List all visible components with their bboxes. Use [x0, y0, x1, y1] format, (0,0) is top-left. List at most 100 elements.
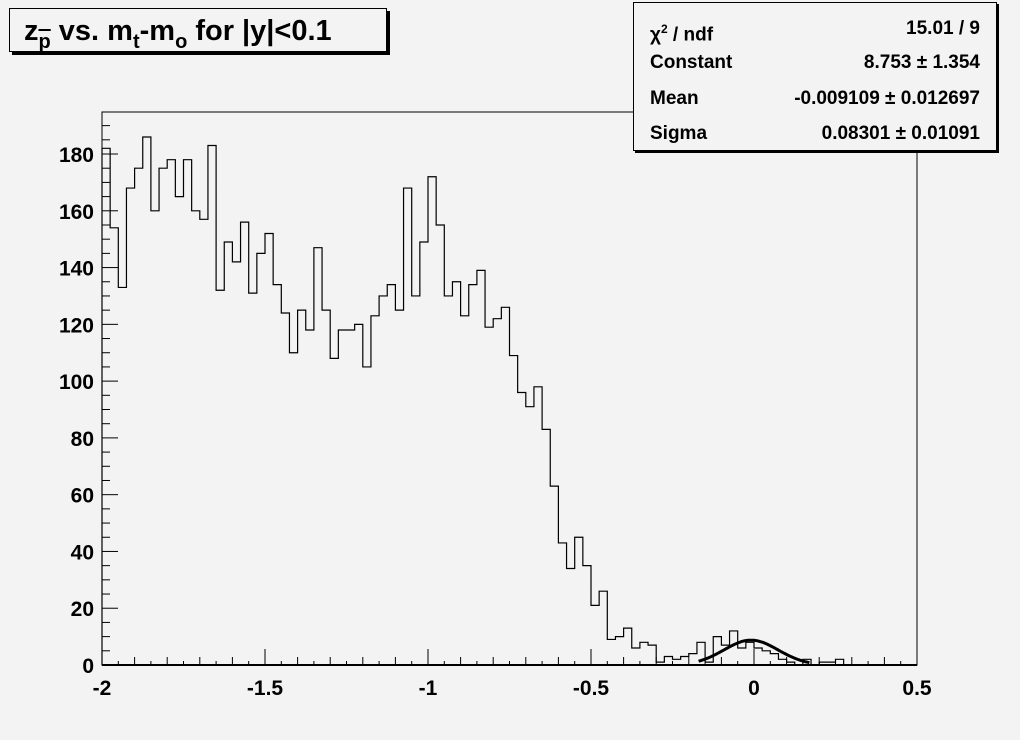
histogram-bin: [143, 137, 151, 665]
histogram-bin: [208, 145, 216, 665]
y-tick-label: 120: [59, 314, 94, 337]
histogram-bin: [738, 648, 746, 665]
histogram-bin: [412, 296, 420, 665]
histogram-bin: [184, 160, 192, 665]
stats-row-mean: Mean -0.009109 ± 0.012697: [650, 81, 980, 117]
histogram-bin: [469, 285, 477, 665]
y-tick-label: 140: [59, 258, 94, 281]
histogram-bin: [355, 324, 363, 665]
histogram-outline: [101, 136, 917, 666]
histogram-bin: [730, 631, 738, 665]
x-tick-label: -1.5: [247, 677, 284, 700]
histogram-bin: [550, 486, 558, 665]
histogram-bin: [135, 168, 143, 665]
histogram-bin: [289, 353, 297, 665]
chi2-symbol: χ: [650, 24, 661, 46]
stats-row-chi2: χ2 / ndf 15.01 / 9: [650, 11, 980, 47]
histogram-bin: [314, 248, 322, 665]
histogram-bin: [363, 367, 371, 665]
histogram-bin: [567, 568, 575, 665]
histogram-bin: [298, 310, 306, 665]
histogram-bin: [599, 591, 607, 665]
histogram-bin: [485, 327, 493, 665]
x-tick-label: -1: [419, 677, 438, 700]
histogram-bin: [640, 642, 648, 665]
histogram-bin: [444, 296, 452, 665]
histogram-bin: [379, 296, 387, 665]
histogram-bin: [534, 387, 542, 665]
histogram-bin: [624, 628, 632, 665]
histogram-bin: [151, 211, 159, 665]
mean-value: -0.009109 ± 0.012697: [794, 88, 980, 109]
histogram-bin: [615, 637, 623, 665]
histogram-bin: [257, 253, 265, 665]
histogram-bin: [558, 543, 566, 665]
histogram-bin: [770, 654, 778, 665]
histogram-bin: [159, 168, 167, 665]
histogram-bin: [632, 648, 640, 665]
constant-value: 8.753 ± 1.354: [863, 52, 980, 73]
x-tick-label: -0.5: [573, 677, 610, 700]
histogram-bin: [461, 316, 469, 665]
histogram-bin: [118, 287, 126, 665]
y-tick-label: 20: [71, 598, 94, 621]
histogram-bin: [126, 188, 134, 665]
histogram-bin: [583, 566, 591, 665]
histogram-bin: [273, 285, 281, 665]
stats-row-sigma: Sigma 0.08301 ± 0.01091: [650, 116, 980, 152]
histogram-bin: [338, 330, 346, 665]
y-tick-label: 180: [59, 144, 94, 167]
stats-row-constant: Constant 8.753 ± 1.354: [650, 45, 980, 81]
histogram-bin: [746, 642, 754, 665]
chart-title: zp vs. mt-mo for |y|<0.1: [9, 8, 387, 53]
histogram-bin: [681, 656, 689, 665]
histogram-bin: [175, 197, 183, 665]
histogram-bin: [591, 605, 599, 665]
y-tick-label: 80: [71, 428, 94, 451]
constant-label: Constant: [650, 52, 733, 73]
histogram-bin: [436, 225, 444, 665]
histogram-bin: [754, 648, 762, 665]
histogram-bin: [689, 654, 697, 665]
histogram-bin: [200, 219, 208, 665]
x-tick-label: -2: [93, 677, 112, 700]
title-segment: vs. m: [50, 15, 133, 47]
histogram-bin: [306, 330, 314, 665]
histogram-bin: [420, 242, 428, 665]
y-tick-label: 160: [59, 201, 94, 224]
histogram-bin: [404, 188, 412, 665]
mean-label: Mean: [650, 88, 699, 109]
histogram-bin: [664, 656, 672, 665]
histogram-bin: [371, 316, 379, 665]
histogram-bin: [762, 651, 770, 665]
histogram-bin: [607, 639, 615, 665]
histogram-bin: [428, 177, 436, 665]
y-tick-label: 40: [71, 541, 94, 564]
histogram-bin: [281, 313, 289, 665]
gaussian-fit-curve: [698, 638, 810, 665]
histogram-bin: [167, 160, 175, 665]
histogram-bin: [526, 407, 534, 665]
y-tick-label: 100: [59, 371, 94, 394]
chi2-label: χ2 / ndf: [650, 11, 713, 47]
histogram-bin: [347, 330, 355, 665]
histogram-bin: [224, 242, 232, 665]
histogram-bin: [510, 356, 518, 665]
histogram-bin: [493, 319, 501, 665]
histogram-bin: [501, 307, 509, 665]
histogram-bin: [648, 645, 656, 665]
plot-frame: [101, 111, 918, 666]
histogram-bin: [265, 234, 273, 665]
histogram-bin: [216, 290, 224, 665]
title-segment: p: [38, 31, 51, 53]
x-tick-label: 0.5: [902, 677, 932, 700]
y-tick-label: 60: [71, 485, 94, 508]
title-segment: for |y|<0.1: [187, 15, 332, 47]
histogram-bin: [322, 310, 330, 665]
title-segment: o: [175, 31, 188, 53]
histogram-bin: [249, 293, 257, 665]
title-segment: t: [132, 31, 140, 53]
histogram-bin: [102, 148, 110, 665]
fit-stats-box: χ2 / ndf 15.01 / 9 Constant 8.753 ± 1.35…: [633, 2, 997, 151]
